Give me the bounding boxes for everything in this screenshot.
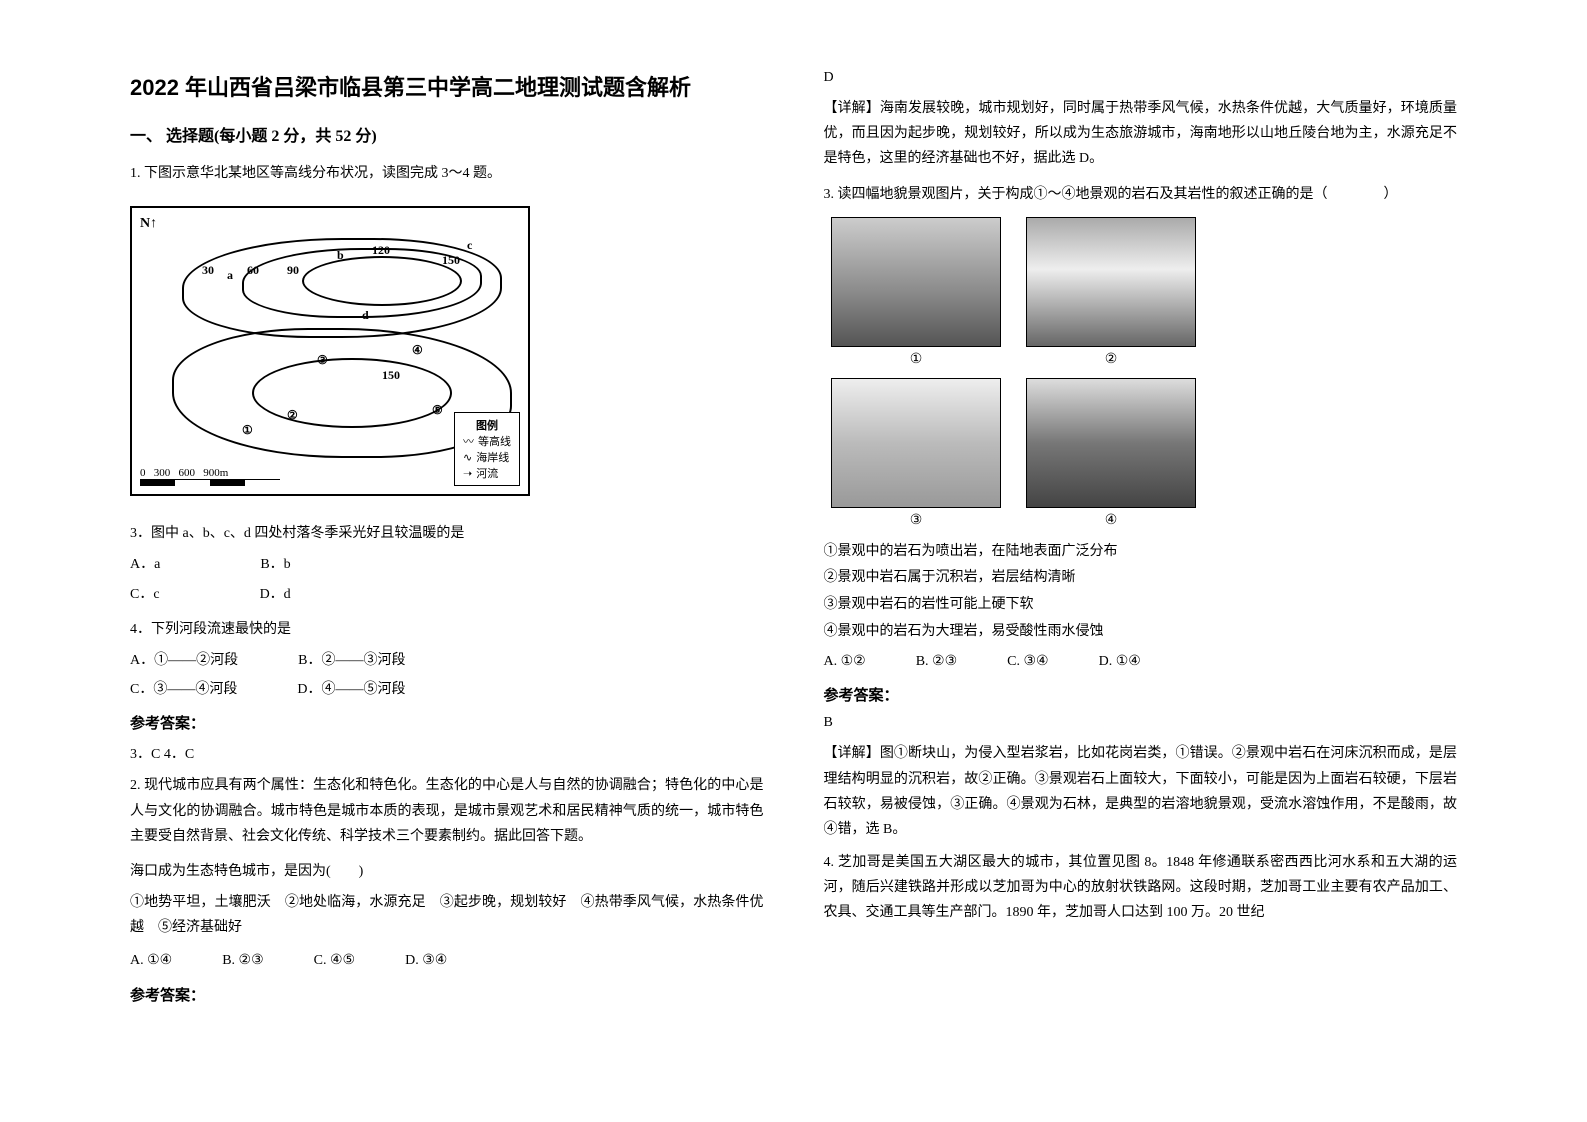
- photo-caption: ③: [910, 512, 923, 529]
- contour-label: 90: [287, 263, 299, 278]
- answer-label: 参考答案：: [130, 712, 764, 733]
- river-point: ①: [242, 423, 253, 438]
- option: C. ③④: [1007, 649, 1048, 674]
- statement: ③景观中岩石的岩性可能上硬下软: [824, 592, 1458, 619]
- statement: ②景观中岩石属于沉积岩，岩层结构清晰: [824, 565, 1458, 592]
- photo-caption: ①: [910, 351, 923, 368]
- q2-answer: D: [824, 70, 1458, 86]
- q1-sub3-text: 3．图中 a、b、c、d 四处村落冬季采光好且较温暖的是: [130, 521, 764, 546]
- q3-answer: B: [824, 715, 1458, 731]
- map-scale: 0 300 600 900m: [140, 467, 280, 486]
- village-label: d: [362, 308, 369, 323]
- statement: ①景观中的岩石为喷出岩，在陆地表面广泛分布: [824, 539, 1458, 566]
- option: D. ③④: [405, 948, 447, 973]
- contour-map: N↑ 30 60 90 120 150 150 a b c d ① ② ③ ④ …: [130, 206, 530, 496]
- q2-explain: 【详解】海南发展较晚，城市规划好，同时属于热带季风气候，水热条件优越，大气质量好…: [824, 96, 1458, 172]
- river-point: ④: [412, 343, 423, 358]
- answer-label: 参考答案：: [824, 684, 1458, 705]
- option: D．d: [260, 582, 291, 607]
- q1-intro: 1. 下图示意华北某地区等高线分布状况，读图完成 3～4 题。: [130, 161, 764, 186]
- river-point: ②: [287, 408, 298, 423]
- option: C．③——④河段: [130, 677, 237, 702]
- option: C．c: [130, 582, 160, 607]
- village-label: b: [337, 248, 344, 263]
- q2-prompt: 海口成为生态特色城市，是因为( ): [130, 859, 764, 884]
- contour-label: 150: [442, 253, 460, 268]
- q2-statements: ①地势平坦，土壤肥沃 ②地处临海，水源充足 ③起步晚，规划较好 ④热带季风气候，…: [130, 890, 764, 940]
- right-column: D 【详解】海南发展较晚，城市规划好，同时属于热带季风气候，水热条件优越，大气质…: [794, 70, 1488, 1052]
- landscape-image-grid: ① ② ③ ④: [824, 217, 1204, 529]
- option: A．①——②河段: [130, 648, 238, 673]
- option: D．④——⑤河段: [297, 677, 405, 702]
- photo-cell: ③: [824, 378, 1009, 529]
- q1-sub4-options-row2: C．③——④河段 D．④——⑤河段: [130, 677, 764, 702]
- landscape-photo-2: [1026, 217, 1196, 347]
- photo-cell: ①: [824, 217, 1009, 368]
- river-point: ③: [317, 353, 328, 368]
- option: A. ①②: [824, 649, 866, 674]
- left-column: 2022 年山西省吕梁市临县第三中学高二地理测试题含解析 一、 选择题(每小题 …: [100, 70, 794, 1052]
- option: B. ②③: [916, 649, 957, 674]
- village-label: c: [467, 238, 472, 253]
- q3-explain: 【详解】图①断块山，为侵入型岩浆岩，比如花岗岩类，①错误。②景观中岩石在河床沉积…: [824, 741, 1458, 842]
- q3-intro: 3. 读四幅地貌景观图片，关于构成①～④地景观的岩石及其岩性的叙述正确的是（ ）: [824, 182, 1458, 207]
- q1-answer: 3．C 4．C: [130, 743, 764, 763]
- section-header: 一、 选择题(每小题 2 分，共 52 分): [130, 122, 764, 146]
- statement: ④景观中的岩石为大理岩，易受酸性雨水侵蚀: [824, 619, 1458, 646]
- legend-title: 图例: [463, 417, 511, 433]
- q2-options: A. ①④ B. ②③ C. ④⑤ D. ③④: [130, 948, 764, 973]
- q1-sub3-options-row1: A．a B．b: [130, 552, 764, 577]
- contour-map-figure: N↑ 30 60 90 120 150 150 a b c d ① ② ③ ④ …: [130, 206, 530, 496]
- photo-caption: ④: [1105, 512, 1118, 529]
- option: B．b: [260, 552, 290, 577]
- q2-intro: 2. 现代城市应具有两个属性：生态化和特色化。生态化的中心是人与自然的协调融合；…: [130, 773, 764, 849]
- q1-sub4-options-row1: A．①——②河段 B．②——③河段: [130, 648, 764, 673]
- map-legend: 图例 〰等高线 ∿海岸线 ➝河流: [454, 412, 520, 486]
- q1-sub3-options-row2: C．c D．d: [130, 582, 764, 607]
- contour-label: 120: [372, 243, 390, 258]
- landscape-photo-1: [831, 217, 1001, 347]
- landscape-photo-3: [831, 378, 1001, 508]
- q4-text: 4. 芝加哥是美国五大湖区最大的城市，其位置见图 8。1848 年修通联系密西西…: [824, 850, 1458, 926]
- landscape-photo-4: [1026, 378, 1196, 508]
- answer-label: 参考答案：: [130, 984, 764, 1005]
- q3-statements: ①景观中的岩石为喷出岩，在陆地表面广泛分布 ②景观中岩石属于沉积岩，岩层结构清晰…: [824, 539, 1458, 645]
- contour-label: 30: [202, 263, 214, 278]
- photo-cell: ②: [1019, 217, 1204, 368]
- village-label: a: [227, 268, 233, 283]
- q3-options: A. ①② B. ②③ C. ③④ D. ①④: [824, 649, 1458, 674]
- north-arrow-icon: N↑: [140, 216, 157, 232]
- option: A. ①④: [130, 948, 172, 973]
- q1-sub4-text: 4．下列河段流速最快的是: [130, 617, 764, 642]
- river-point: ⑤: [432, 403, 443, 418]
- north-label: N: [140, 216, 150, 231]
- option: C. ④⑤: [314, 948, 355, 973]
- photo-caption: ②: [1105, 351, 1118, 368]
- option: B. ②③: [222, 948, 263, 973]
- contour-label: 60: [247, 263, 259, 278]
- option: B．②——③河段: [298, 648, 405, 673]
- option: D. ①④: [1099, 649, 1141, 674]
- page-title: 2022 年山西省吕梁市临县第三中学高二地理测试题含解析: [130, 70, 764, 102]
- option: A．a: [130, 552, 160, 577]
- photo-cell: ④: [1019, 378, 1204, 529]
